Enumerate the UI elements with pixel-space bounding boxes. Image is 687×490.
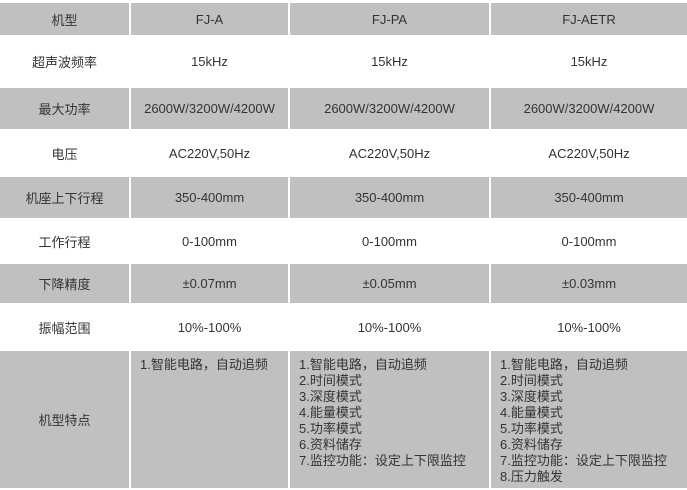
feature-cell-fj-aetr: 1.智能电路，自动追频 2.时间模式 3.深度模式 4.能量模式 5.功率模式 … — [491, 351, 687, 488]
row-label: 下降精度 — [0, 264, 129, 303]
row-label: 机座上下行程 — [0, 177, 129, 218]
header-model-fj-aetr: FJ-AETR — [491, 3, 687, 35]
feature-cell-fj-a: 1.智能电路，自动追频 — [131, 351, 288, 488]
table-row-model-features: 机型特点 1.智能电路，自动追频 1.智能电路，自动追频 2.时间模式 3.深度… — [0, 351, 687, 488]
row-label: 超声波频率 — [0, 35, 129, 88]
table-row-amplitude-range: 振幅范围 10%-100% 10%-100% 10%-100% — [0, 303, 687, 351]
row-label: 工作行程 — [0, 218, 129, 264]
spec-cell: 0-100mm — [290, 218, 489, 264]
spec-cell: 10%-100% — [491, 303, 687, 351]
spec-cell: 350-400mm — [131, 177, 288, 218]
row-label: 最大功率 — [0, 88, 129, 129]
spec-cell: AC220V,50Hz — [290, 129, 489, 177]
table-row-base-stroke: 机座上下行程 350-400mm 350-400mm 350-400mm — [0, 177, 687, 218]
spec-cell: AC220V,50Hz — [131, 129, 288, 177]
feature-cell-fj-pa: 1.智能电路，自动追频 2.时间模式 3.深度模式 4.能量模式 5.功率模式 … — [290, 351, 489, 488]
spec-cell: 0-100mm — [131, 218, 288, 264]
table-row-voltage: 电压 AC220V,50Hz AC220V,50Hz AC220V,50Hz — [0, 129, 687, 177]
row-label: 机型特点 — [0, 351, 129, 488]
spec-cell: 350-400mm — [290, 177, 489, 218]
header-model-label: 机型 — [0, 3, 129, 35]
table-row-max-power: 最大功率 2600W/3200W/4200W 2600W/3200W/4200W… — [0, 88, 687, 129]
table-header-row: 机型 FJ-A FJ-PA FJ-AETR — [0, 3, 687, 35]
spec-cell: AC220V,50Hz — [491, 129, 687, 177]
spec-cell: ±0.03mm — [491, 264, 687, 303]
spec-cell: ±0.05mm — [290, 264, 489, 303]
table-row-working-stroke: 工作行程 0-100mm 0-100mm 0-100mm — [0, 218, 687, 264]
spec-cell: 10%-100% — [290, 303, 489, 351]
header-model-fj-pa: FJ-PA — [290, 3, 489, 35]
spec-cell: ±0.07mm — [131, 264, 288, 303]
spec-cell: 15kHz — [290, 35, 489, 88]
header-model-fj-a: FJ-A — [131, 3, 288, 35]
row-label: 振幅范围 — [0, 303, 129, 351]
row-label: 电压 — [0, 129, 129, 177]
spec-cell: 10%-100% — [131, 303, 288, 351]
spec-cell: 350-400mm — [491, 177, 687, 218]
table-row-frequency: 超声波频率 15kHz 15kHz 15kHz — [0, 35, 687, 88]
spec-cell: 2600W/3200W/4200W — [131, 88, 288, 129]
spec-cell: 15kHz — [491, 35, 687, 88]
spec-cell: 2600W/3200W/4200W — [290, 88, 489, 129]
spec-cell: 15kHz — [131, 35, 288, 88]
table-row-descent-precision: 下降精度 ±0.07mm ±0.05mm ±0.03mm — [0, 264, 687, 303]
spec-cell: 2600W/3200W/4200W — [491, 88, 687, 129]
spec-cell: 0-100mm — [491, 218, 687, 264]
